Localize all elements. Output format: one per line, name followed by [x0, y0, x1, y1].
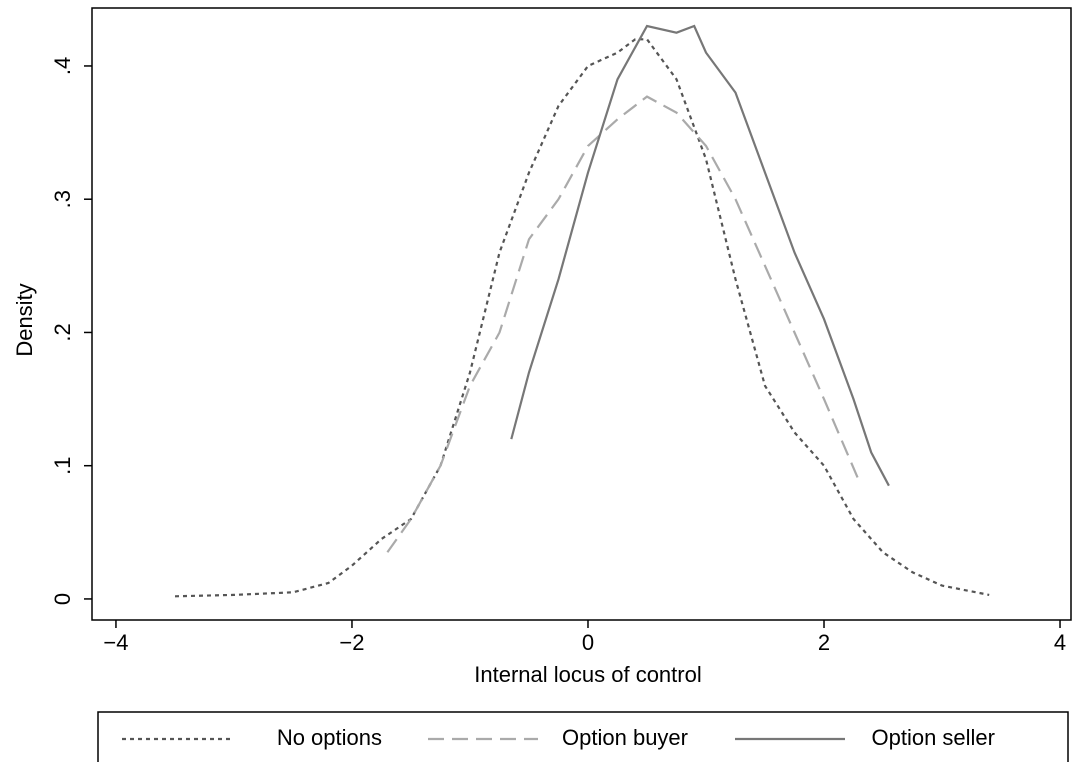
x-tick-label: −2 [339, 630, 364, 655]
y-tick-label: .4 [50, 57, 75, 75]
x-tick-label: 0 [582, 630, 594, 655]
x-axis-label: Internal locus of control [474, 662, 701, 687]
x-tick-label: 4 [1054, 630, 1066, 655]
y-tick-label: .1 [50, 457, 75, 475]
y-tick-label: .2 [50, 323, 75, 341]
series-line [510, 24, 890, 487]
legend-label: No options [277, 725, 382, 750]
y-tick-label: .3 [50, 190, 75, 208]
series-line [386, 95, 861, 553]
x-tick-label: −4 [103, 630, 128, 655]
legend-label: Option buyer [562, 725, 688, 750]
y-axis-label: Density [12, 283, 37, 356]
series-line [174, 38, 990, 598]
legend-box [97, 711, 1069, 762]
x-tick-label: 2 [818, 630, 830, 655]
legend-label: Option seller [871, 725, 995, 750]
plot-frame [91, 7, 1072, 621]
y-tick-label: 0 [50, 593, 75, 605]
